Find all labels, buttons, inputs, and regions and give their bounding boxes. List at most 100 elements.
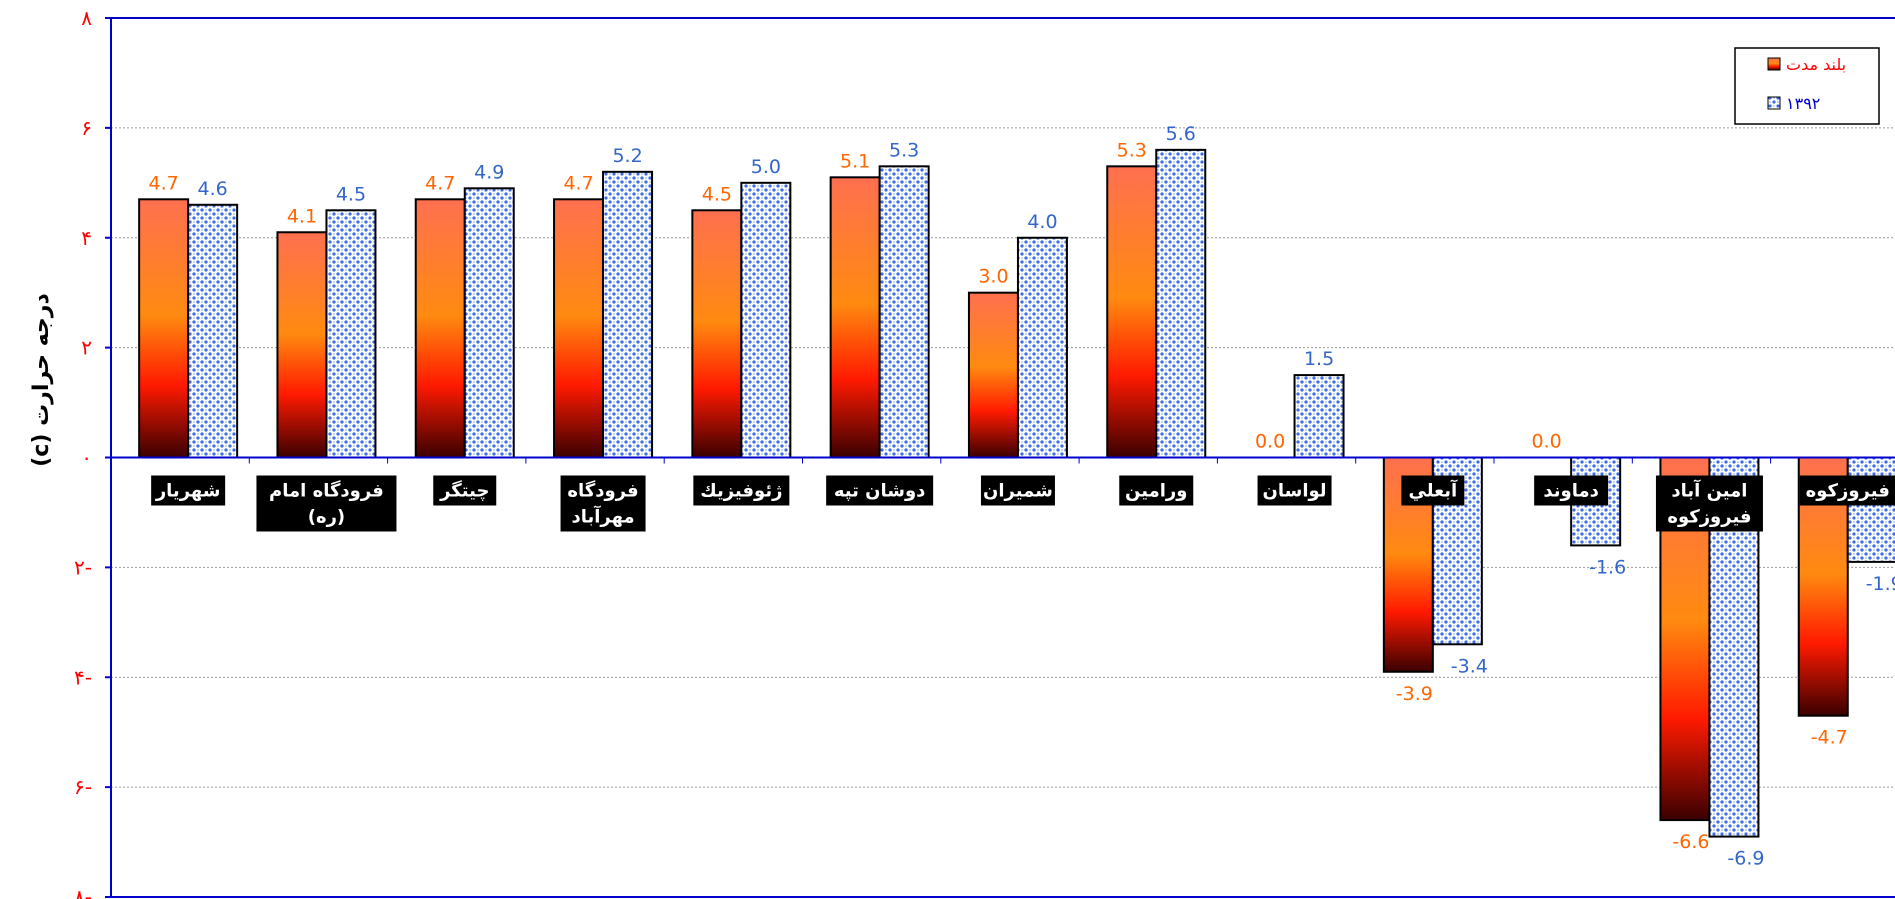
category-label-text: فرودگاه <box>567 480 638 502</box>
category-label-box <box>1401 475 1465 506</box>
data-label-1392: -1.6 <box>1589 556 1626 578</box>
data-label-longterm: 0.0 <box>1255 431 1285 453</box>
bar-1392 <box>325 209 377 459</box>
data-label-1392: 5.3 <box>889 139 919 161</box>
bar-1392 <box>187 203 239 459</box>
category-labels: شهريار فرودگاه امام (ره) چيتگر فرودگاه مهرآبا… <box>151 475 1895 532</box>
bar-1392 <box>602 170 654 459</box>
data-label-longterm: 5.1 <box>840 150 870 172</box>
bar-1392 <box>1293 374 1345 459</box>
category-label-text: شميران <box>983 481 1053 502</box>
y-tick-label: ۶- <box>74 775 92 799</box>
category-label-box <box>151 475 226 506</box>
category-label-box <box>560 475 646 532</box>
y-tick-label: ۸- <box>74 885 92 899</box>
category-label-text: امين آباد <box>1671 479 1747 502</box>
data-label-longterm: 0.0 <box>1532 431 1562 453</box>
category-label-text: فيروزكوه <box>1667 507 1751 528</box>
data-label-longterm: -4.7 <box>1811 727 1848 749</box>
legend-label-1392: ۱۳۹۲ <box>1786 94 1820 113</box>
category-label: فرودگاه امام (ره) <box>256 475 397 532</box>
y-axis-title: درجه حرارت (c) <box>29 293 54 467</box>
bar-longterm <box>276 231 328 459</box>
data-label-longterm: 4.1 <box>287 205 317 227</box>
bar-1392 <box>740 181 792 459</box>
category-label-text: فيروزكوه <box>1806 481 1890 502</box>
category-label-box <box>826 475 934 506</box>
y-tick-label: ۲- <box>74 555 92 579</box>
bar-longterm <box>829 176 881 459</box>
category-label: دماوند <box>1534 475 1609 506</box>
category-label: امين آباد فيروزكوه <box>1655 475 1763 532</box>
legend-swatch-longterm <box>1767 57 1781 71</box>
data-label-1392: 4.6 <box>198 178 228 200</box>
data-label-longterm: 4.7 <box>425 172 455 194</box>
category-label-box <box>433 475 497 506</box>
bar-1392 <box>463 187 515 459</box>
data-label-longterm: 3.0 <box>978 266 1008 288</box>
data-label-longterm: 5.3 <box>1117 139 1147 161</box>
category-label-box <box>1799 475 1895 506</box>
category-label: ورامين <box>1119 475 1194 506</box>
category-label-text: لواسان <box>1263 481 1327 502</box>
category-label: فيروزكوه <box>1799 475 1895 506</box>
data-label-longterm: -3.9 <box>1396 683 1433 705</box>
legend-label-longterm: بلند مدت <box>1786 55 1846 74</box>
data-label-1392: 5.2 <box>612 145 642 167</box>
category-label-box <box>256 475 397 532</box>
data-label-1392: 4.9 <box>474 161 504 183</box>
legend: بلند مدت ۱۳۹۲ <box>1734 47 1880 125</box>
data-label-1392: 1.5 <box>1304 348 1334 370</box>
y-tick-label: ۶ <box>81 116 92 140</box>
category-label: ژئوفيزيك <box>693 475 790 506</box>
category-label: شهريار <box>151 475 226 506</box>
bar-1392 <box>1016 236 1068 459</box>
category-label-box <box>1534 475 1609 506</box>
category-label-text: (ره) <box>308 507 345 528</box>
bar-longterm <box>967 291 1019 459</box>
category-label-box <box>1119 475 1194 506</box>
data-label-1392: 5.6 <box>1166 123 1196 145</box>
bar-1392 <box>1846 456 1895 563</box>
data-label-1392: 4.5 <box>336 183 366 205</box>
data-label-longterm: 4.7 <box>149 172 179 194</box>
data-label-longterm: 4.7 <box>563 172 593 194</box>
category-label: لواسان <box>1257 475 1332 506</box>
category-label-text: چيتگر <box>439 480 489 502</box>
category-label-text: ژئوفيزيك <box>700 481 782 502</box>
data-labels: 4.7 4.6 4.1 4.5 4.7 4.9 4.7 5.2 4.5 5.0 5.1 5.3 3.0 4… <box>149 123 1895 870</box>
data-label-1392: -3.4 <box>1451 655 1488 677</box>
axes: ۸ ۶ ۴ ۲ ۰ ۲- ۴- ۶- ۸- <box>74 6 1895 899</box>
category-label-box <box>693 475 790 506</box>
data-label-longterm: 4.5 <box>702 183 732 205</box>
data-label-longterm: -6.6 <box>1672 831 1709 853</box>
y-tick-label: ۰ <box>81 446 92 470</box>
y-tick-label: ۴ <box>81 226 92 250</box>
category-label: شميران <box>980 475 1055 506</box>
bars <box>138 148 1895 838</box>
legend-swatch-1392 <box>1767 96 1781 110</box>
data-label-1392: -6.9 <box>1727 848 1764 870</box>
category-label-box <box>980 475 1055 506</box>
data-label-1392: -1.9 <box>1866 573 1895 595</box>
legend-box <box>1734 47 1880 125</box>
y-tick-label: ۲ <box>81 336 92 360</box>
category-label-box <box>1257 475 1332 506</box>
category-label: آبعلي <box>1401 475 1465 506</box>
bar-longterm <box>691 209 743 459</box>
bar-longterm <box>138 198 190 459</box>
category-label: چيتگر <box>433 475 497 506</box>
data-label-1392: 5.0 <box>751 156 781 178</box>
data-label-1392: 4.0 <box>1027 211 1057 233</box>
bar-longterm <box>414 198 466 459</box>
category-label-text: ورامين <box>1125 481 1187 502</box>
category-label-text: آبعلي <box>1409 479 1458 502</box>
category-label-box <box>1655 475 1763 532</box>
y-tick-label: ۸ <box>81 6 92 30</box>
bar-1392 <box>1155 148 1207 459</box>
category-label-text: شهريار <box>155 481 221 502</box>
bar-longterm <box>1106 165 1158 459</box>
category-label-text: فرودگاه امام <box>269 480 384 502</box>
